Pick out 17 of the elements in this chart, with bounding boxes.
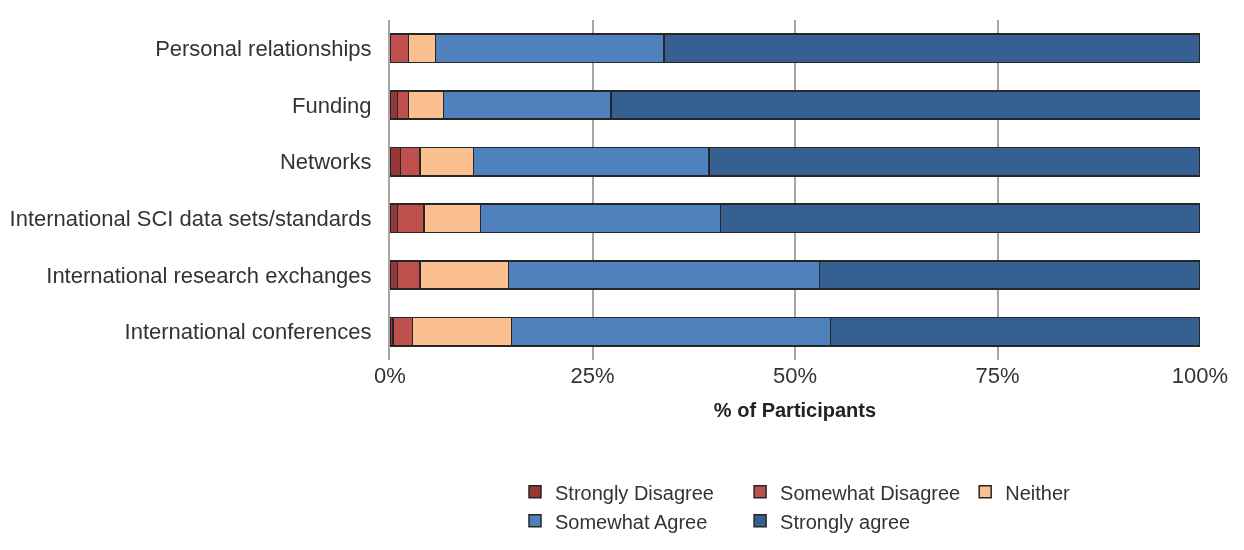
legend-label: Somewhat Agree — [555, 510, 708, 533]
legend-label: Strongly agree — [780, 510, 911, 533]
x-tick-label: 100% — [1171, 363, 1229, 388]
y-tick-label: Personal relationships — [155, 36, 372, 62]
x-tick-label: 50% — [772, 363, 818, 388]
x-tick-label: 0% — [374, 363, 406, 388]
x-axis-title: % of Participants — [713, 398, 877, 421]
legend-label: Neither — [1005, 481, 1070, 504]
legend-label: Strongly Disagree — [555, 481, 714, 504]
y-tick-label: Funding — [292, 92, 372, 118]
y-tick-label: International conferences — [124, 319, 372, 345]
legend-label: Somewhat Disagree — [780, 481, 961, 504]
y-tick-label: Networks — [279, 149, 372, 175]
y-tick-label: International research exchanges — [46, 262, 372, 288]
x-tick-label: 75% — [975, 363, 1020, 388]
x-tick-label: 25% — [570, 363, 615, 388]
y-tick-label: International SCI data sets/standards — [9, 206, 372, 232]
